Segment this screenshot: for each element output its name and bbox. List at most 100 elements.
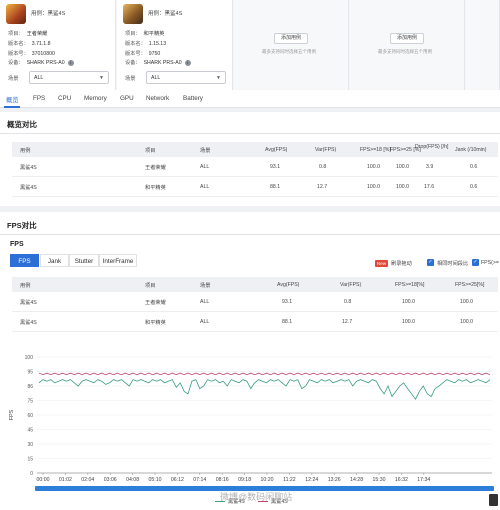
cell: 和平精英 (145, 320, 166, 326)
case-card-2: 用例：黑鲨4S 项目： 和平精英 版本名： 1.15.13 版本号： 9750 设备：… (117, 0, 233, 90)
x-tick-label: 04:08 (126, 477, 139, 483)
same-period-label[interactable]: 相同时间段比 (437, 261, 469, 267)
chevron-down-icon: ▼ (216, 75, 221, 81)
fps-compare-title: FPS对比 (7, 221, 37, 230)
subtab-stutter[interactable]: Stutter (69, 254, 99, 267)
scene-select[interactable]: ALL ▼ (146, 71, 226, 84)
col-header: 用例 (20, 148, 31, 154)
x-tick-label: 17:34 (417, 477, 430, 483)
new-badge: New (375, 260, 389, 267)
empty-case-slot (466, 0, 500, 90)
col-header: 场景 (200, 148, 211, 154)
info-icon[interactable]: i (184, 60, 191, 66)
cell: 黑鲨4S (20, 320, 37, 326)
col-header: FPS>=25 [%] (390, 147, 421, 153)
subtab-jank[interactable]: Jank (40, 254, 69, 267)
x-tick-label: 10:20 (261, 477, 274, 483)
cell: 100.0 (396, 184, 409, 190)
cell: 100.0 (396, 164, 409, 170)
case-version-name: 版本名： 3.71.1.8 (8, 41, 51, 47)
active-tab-indicator (4, 106, 20, 108)
zoom-slider (35, 486, 494, 491)
case-project: 项目： 和平精英 (125, 31, 165, 37)
add-case-button[interactable]: 添加用例 (274, 33, 308, 44)
table-row[interactable]: 黑鲨4S 王者荣耀 ALL 93.1 0.8 100.0 100.0 3.9 0… (12, 157, 498, 177)
x-tick-label: 12:24 (305, 477, 318, 483)
x-tick-label: 05:10 (149, 477, 162, 483)
col-header: Drop(FPS) [/h] (415, 144, 449, 150)
y-tick-label: 45 (27, 428, 33, 434)
legend-item[interactable]: 黑鲨4S (258, 498, 288, 505)
cell: ALL (200, 164, 210, 170)
cell: 100.0 (402, 319, 415, 325)
tab-network[interactable]: Network (146, 95, 170, 102)
case-project: 项目： 王者荣耀 (8, 31, 48, 37)
case-device: 设备： SHARK PRS-A0 i (8, 59, 74, 66)
add-case-tip: 最多支持同时选择五个用例 (262, 49, 316, 54)
legend-item[interactable]: 黑鲨4S (215, 498, 245, 505)
fps-chart: 100 95 86 75 60 45 30 15 0 FPS 00:00 01:02 02:04 03:0… (0, 340, 500, 510)
legend-swatch (258, 500, 268, 503)
col-header: Avg(FPS) (277, 282, 300, 288)
game-icon-pubg-mobile (123, 4, 143, 24)
tab-overview[interactable]: 概览 (6, 97, 19, 104)
add-case-button[interactable]: 添加用例 (390, 33, 424, 44)
col-header: Avg(FPS) (265, 147, 288, 153)
tab-memory[interactable]: Memory (84, 95, 107, 102)
col-header: 场景 (200, 283, 211, 289)
subtab-interframe[interactable]: InterFrame (99, 254, 137, 267)
y-axis-label: FPS (9, 409, 15, 420)
info-icon[interactable]: i (67, 60, 74, 66)
col-header: Var(FPS) (315, 147, 337, 153)
cell: 93.1 (270, 164, 281, 170)
cell: 0.8 (319, 164, 327, 170)
overview-title: 概览对比 (7, 120, 37, 129)
table-row[interactable]: 黑鲨4S 王者荣耀 ALL 93.1 0.8 100.0 100.0 (12, 292, 498, 312)
col-header: 用例 (20, 283, 31, 289)
fps-line-chart[interactable]: 100 95 86 75 60 45 30 15 0 FPS 00:00 01:02 02:04 03:0… (0, 340, 500, 510)
fps-table-header: 用例 项目 场景 Avg(FPS) Var(FPS) FPS>=18[%] FP… (12, 277, 498, 292)
case-use: 用例：黑鲨4S (148, 11, 183, 17)
y-tick-label: 60 (27, 413, 33, 419)
x-tick-label: 01:02 (59, 477, 72, 483)
drag-option-label[interactable]: 刷录拖动 (391, 261, 412, 267)
empty-case-slot: 添加用例 最多支持同时选择五个用例 (234, 0, 349, 90)
cell: 100.0 (367, 164, 380, 170)
x-tick-label: 11:22 (283, 477, 296, 483)
scene-label: 场景 (8, 76, 19, 82)
cell: 0.6 (470, 164, 478, 170)
cell: 12.7 (342, 319, 353, 325)
overview-section: 概览对比 用例 项目 场景 Avg(FPS) Var(FPS) FPS>=18 … (0, 112, 500, 206)
checkbox-fps-threshold[interactable]: ✓ (472, 259, 479, 266)
table-row[interactable]: 黑鲨4S 和平精英 ALL 88.1 12.7 100.0 100.0 (12, 312, 498, 332)
scene-select[interactable]: ALL ▼ (29, 71, 109, 84)
cell: 88.1 (270, 184, 281, 190)
y-tick-label: 86 (27, 384, 33, 390)
add-case-tip: 最多支持同时选择五个用例 (378, 49, 432, 54)
series-line-1 (38, 379, 491, 400)
checkbox-same-period[interactable]: ✓ (427, 259, 434, 266)
cell: 0.8 (344, 299, 352, 305)
y-tick-label: 30 (27, 442, 33, 448)
x-tick-label: 13:26 (328, 477, 341, 483)
chevron-down-icon: ▼ (99, 75, 104, 81)
cell: 12.7 (317, 184, 328, 190)
y-tick-label: 15 (27, 457, 33, 463)
game-icon-honor-of-kings (6, 4, 26, 24)
tab-cpu[interactable]: CPU (58, 95, 72, 102)
table-row[interactable]: 黑鲨4S 和平精英 ALL 88.1 12.7 100.0 100.0 17.6… (12, 177, 498, 197)
cell: 88.1 (282, 319, 293, 325)
subtab-fps[interactable]: FPS (10, 254, 39, 267)
tab-battery[interactable]: Battery (183, 95, 203, 102)
cell: 王者荣耀 (145, 165, 166, 171)
tab-gpu[interactable]: GPU (120, 95, 134, 102)
overview-table-header: 用例 项目 场景 Avg(FPS) Var(FPS) FPS>=18 [%] F… (12, 142, 498, 157)
fps-threshold-label[interactable]: FPS(>= (481, 260, 499, 266)
tab-fps[interactable]: FPS (33, 95, 46, 102)
col-header: FPS>=18 [%] (360, 147, 391, 153)
cell: 100.0 (460, 319, 473, 325)
y-tick-label: 75 (27, 399, 33, 405)
col-header: FPS>=18[%] (395, 282, 425, 288)
cell: 和平精英 (145, 185, 166, 191)
cell: 100.0 (402, 299, 415, 305)
